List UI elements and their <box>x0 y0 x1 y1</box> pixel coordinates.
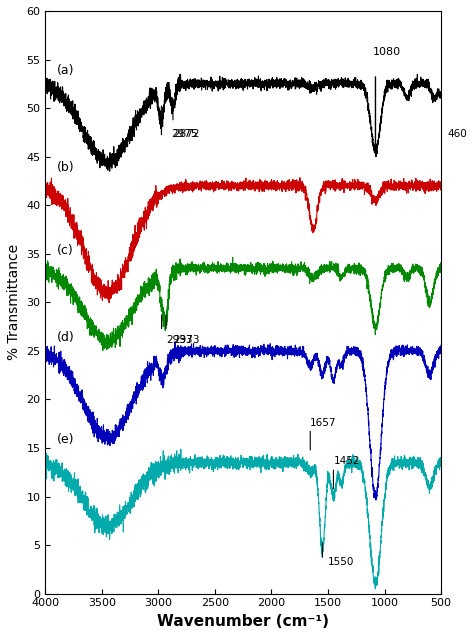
Text: 2872: 2872 <box>173 129 200 139</box>
X-axis label: Wavenumber (cm⁻¹): Wavenumber (cm⁻¹) <box>157 614 329 629</box>
Text: 2933: 2933 <box>166 335 192 345</box>
Text: 1080: 1080 <box>373 46 401 57</box>
Text: 1550: 1550 <box>328 556 355 567</box>
Text: 2973: 2973 <box>173 335 200 345</box>
Text: 1452: 1452 <box>333 457 360 466</box>
Text: (a): (a) <box>57 64 74 77</box>
Text: (c): (c) <box>57 244 73 257</box>
Text: 2975: 2975 <box>172 129 198 139</box>
Text: (d): (d) <box>57 331 74 344</box>
Y-axis label: % Transmittance: % Transmittance <box>7 244 21 361</box>
Text: 1657: 1657 <box>310 418 337 427</box>
Text: (e): (e) <box>57 433 74 446</box>
Text: (b): (b) <box>57 161 74 174</box>
Text: 460: 460 <box>448 129 467 139</box>
